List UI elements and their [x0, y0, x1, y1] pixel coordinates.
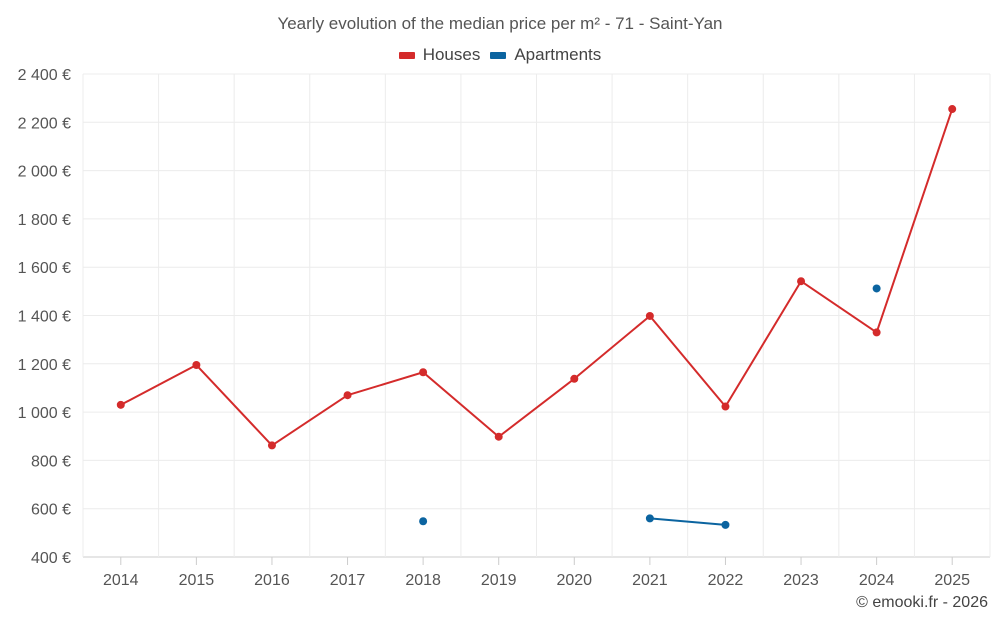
legend-item-houses[interactable]: Houses	[398, 45, 481, 65]
y-tick-label: 1 400 €	[18, 309, 71, 326]
y-tick-label: 2 000 €	[18, 164, 71, 181]
x-axis: 2014 2015 2016 2017 2018 2019 2020 2021 2022 2023…	[103, 557, 970, 589]
x-tick-label: 2023	[783, 572, 819, 589]
y-tick-label: 1 200 €	[18, 357, 71, 374]
x-tick-label: 2022	[708, 572, 744, 589]
y-tick-label: 800 €	[31, 453, 71, 470]
x-tick-label: 2020	[556, 572, 592, 589]
legend-swatch-houses	[398, 51, 415, 59]
data-point-houses-2016	[267, 441, 276, 450]
series-line-apartments	[649, 517, 726, 526]
x-tick-label: 2017	[330, 572, 366, 589]
data-point-apartments-2018	[419, 517, 428, 526]
series-layer	[116, 105, 957, 529]
data-point-houses-2020	[570, 374, 579, 383]
grid	[82, 73, 991, 558]
y-tick-label: 2 400 €	[18, 67, 71, 84]
x-tick-label: 2024	[859, 572, 895, 589]
data-point-houses-2024	[872, 328, 881, 337]
data-point-houses-2015	[192, 361, 201, 370]
data-point-houses-2018	[419, 368, 428, 377]
y-tick-label: 400 €	[31, 550, 71, 567]
x-tick-label: 2016	[254, 572, 290, 589]
credit: © emooki.fr - 2026	[856, 594, 988, 611]
legend-item-apartments[interactable]: Apartments	[490, 45, 601, 65]
x-tick-label: 2014	[103, 572, 139, 589]
y-axis: 400 € 600 € 800 € 1 000 € 1 200 € 1 400 € 1 60…	[18, 67, 71, 567]
data-point-apartments-2024	[872, 284, 881, 293]
data-point-houses-2014	[116, 400, 125, 409]
data-point-houses-2022	[721, 402, 730, 411]
data-point-houses-2019	[494, 432, 503, 441]
legend-label-apartments: Apartments	[514, 45, 602, 64]
y-tick-label: 600 €	[31, 502, 71, 519]
y-tick-label: 2 200 €	[18, 115, 71, 132]
x-tick-label: 2015	[179, 572, 215, 589]
data-point-apartments-2022	[721, 520, 730, 529]
series-line-houses	[120, 108, 954, 447]
x-tick-label: 2025	[934, 572, 970, 589]
data-point-houses-2023	[797, 277, 806, 286]
data-point-houses-2021	[645, 311, 654, 320]
y-tick-label: 1 600 €	[18, 260, 71, 277]
data-point-houses-2017	[343, 391, 352, 400]
data-point-apartments-2021	[645, 514, 654, 523]
chart-title: Yearly evolution of the median price per…	[277, 14, 723, 33]
legend-label-houses: Houses	[422, 45, 481, 64]
x-tick-label: 2021	[632, 572, 668, 589]
y-tick-label: 1 800 €	[18, 212, 71, 229]
x-tick-label: 2019	[481, 572, 517, 589]
x-tick-label: 2018	[405, 572, 441, 589]
legend: Houses Apartments	[0, 45, 1000, 65]
y-tick-label: 1 000 €	[18, 405, 71, 422]
legend-swatch-apartments	[490, 51, 507, 59]
data-point-houses-2025	[948, 105, 957, 114]
